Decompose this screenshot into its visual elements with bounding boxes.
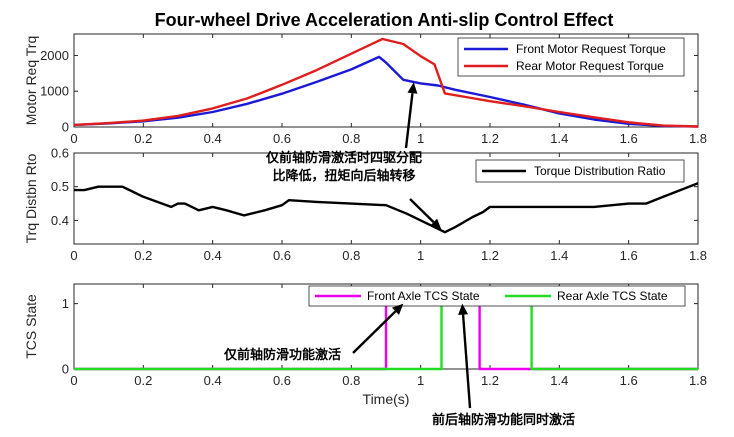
x-tick-label: 0.2 <box>134 248 152 263</box>
axes-box <box>73 33 699 128</box>
x-tick-label: 0.4 <box>204 373 222 388</box>
annotations: 仅前轴防滑激活时四驱分配比降低，扭矩向后轴转移仅前轴防滑功能激活前后轴防滑功能同… <box>223 82 575 427</box>
chart-title: Four-wheel Drive Acceleration Anti-slip … <box>155 10 614 30</box>
annotation-arrow-shaft <box>404 93 414 149</box>
annotation-arrow-head <box>391 303 404 315</box>
legend: Front Axle TCS State Rear Axle TCS State <box>308 285 686 307</box>
y-axis-label: Motor Req Trq <box>23 36 39 125</box>
y-tick-label: 0.6 <box>51 146 69 161</box>
x-tick-label: 0.4 <box>204 131 222 146</box>
annotation-arrow-shaft <box>409 198 435 224</box>
axes-box <box>73 152 699 245</box>
x-axis-label: Time(s) <box>363 391 410 407</box>
x-tick-label: 1.6 <box>620 373 638 388</box>
x-tick-label: 0.8 <box>342 131 360 146</box>
y-tick-label: 0 <box>62 120 69 135</box>
legend-label: Front Axle TCS State <box>367 289 480 303</box>
x-tick-label: 1.4 <box>550 131 568 146</box>
x-tick-label: 1.6 <box>620 131 638 146</box>
legend-label: Front Motor Request Torque <box>516 42 666 56</box>
x-tick-label: 1.2 <box>481 131 499 146</box>
series-line-1 <box>74 302 698 371</box>
x-tick-label: 0 <box>70 131 77 146</box>
legend-label: Rear Axle TCS State <box>557 289 668 303</box>
x-tick-label: 1.4 <box>550 373 568 388</box>
x-tick-label: 0.6 <box>273 373 291 388</box>
y-tick-label: 0 <box>62 362 69 377</box>
legend-box <box>457 37 685 77</box>
x-tick-label: 1.2 <box>481 248 499 263</box>
annotation-3: 前后轴防滑功能同时激活 <box>432 303 575 427</box>
annotation-arrow-head <box>458 303 469 315</box>
panels: 0 0.2 0.4 0.6 0.8 1 1.2 1.4 1.6 1.8010002000Motor… <box>23 33 707 407</box>
legend: Front Motor Request Torque Rear Motor Req… <box>457 37 685 77</box>
legend-label: Torque Distribution Ratio <box>534 164 666 178</box>
legend-label: Rear Motor Request Torque <box>516 59 664 73</box>
panel-3: 0 0.2 0.4 0.6 0.8 1 1.2 1.4 1.6 1.8 0 1 TCS State Tim… <box>23 283 707 407</box>
legend: Torque Distribution Ratio <box>475 159 685 183</box>
legend-box <box>308 285 686 307</box>
x-tick-label: 0 <box>70 373 77 388</box>
y-tick-label: 2000 <box>40 48 69 63</box>
x-tick-label: 0.2 <box>134 373 152 388</box>
x-tick-label: 1.8 <box>689 248 707 263</box>
x-tick-label: 0.6 <box>273 248 291 263</box>
annotation-arrow-shaft <box>461 314 472 409</box>
x-tick-label: 1.8 <box>689 131 707 146</box>
x-tick-label: 0.4 <box>204 248 222 263</box>
series-line-1 <box>73 55 699 128</box>
x-tick-label: 1 <box>417 248 424 263</box>
annotation-text: 前后轴防滑功能同时激活 <box>432 412 575 427</box>
annotation-arrow-2 <box>409 198 442 230</box>
series-line-2 <box>73 37 699 128</box>
y-tick-label: 1000 <box>40 84 69 99</box>
x-tick-label: 0.8 <box>342 373 360 388</box>
panel-2: 0 0.2 0.4 0.6 0.8 1 1.2 1.4 1.6 1.8 0.4 0.5 0.6 Trq D… <box>23 146 707 264</box>
annotation-text: 仅前轴防滑激活时四驱分配 <box>265 150 422 165</box>
x-tick-label: 1 <box>417 131 424 146</box>
annotation-arrow-head <box>430 218 442 230</box>
legend-box <box>475 159 685 183</box>
annotation-text: 比降低，扭矩向后轴转移 <box>272 168 415 183</box>
annotation-2: 仅前轴防滑功能激活 <box>223 303 404 362</box>
x-tick-label: 1 <box>417 373 424 388</box>
y-tick-label: 0.4 <box>51 213 69 228</box>
x-tick-label: 1.8 <box>689 373 707 388</box>
annotation-arrow-head <box>407 82 418 94</box>
x-tick-label: 1.2 <box>481 373 499 388</box>
y-axis-label: TCS State <box>23 294 39 359</box>
x-tick-label: 0.2 <box>134 131 152 146</box>
y-tick-label: 1 <box>62 296 69 311</box>
x-tick-label: 0 <box>70 248 77 263</box>
x-tick-label: 0.6 <box>273 131 291 146</box>
x-tick-label: 1.4 <box>550 248 568 263</box>
series-line-1 <box>74 182 699 234</box>
x-tick-label: 1.6 <box>620 248 638 263</box>
annotation-arrow-shaft <box>352 310 397 354</box>
panel-1: 0 0.2 0.4 0.6 0.8 1 1.2 1.4 1.6 1.8 0 1000 2000Motor… <box>23 33 707 146</box>
y-axis-label: Trq Distbn Rto <box>23 153 39 243</box>
annotation-text: 仅前轴防滑功能激活 <box>223 347 341 362</box>
y-tick-label: 0.5 <box>51 179 69 194</box>
x-tick-label: 0.8 <box>342 248 360 263</box>
